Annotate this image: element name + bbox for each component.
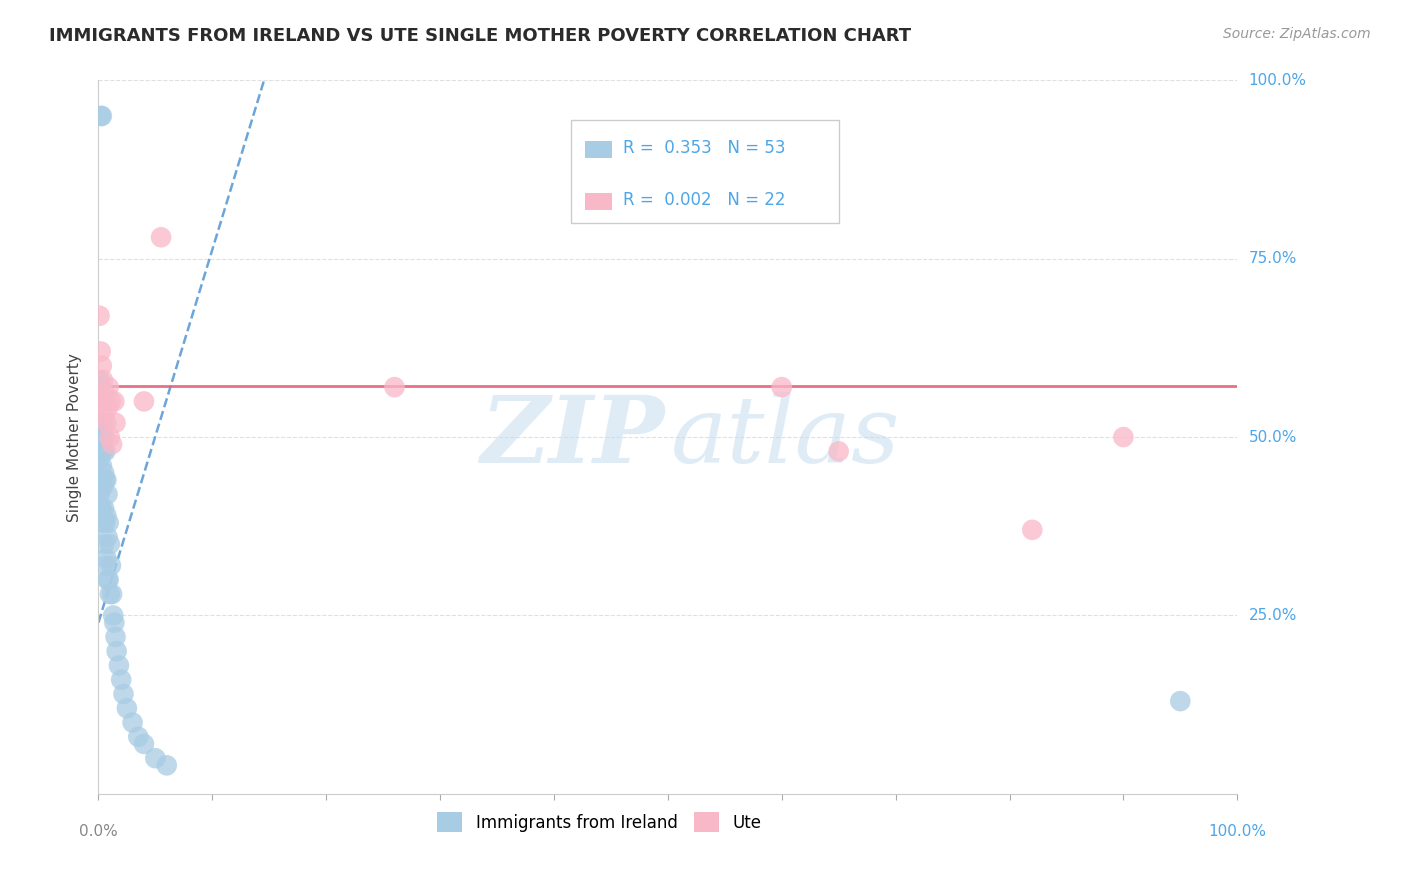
Point bbox=[1170, 694, 1192, 708]
Point bbox=[98, 430, 121, 444]
Point bbox=[103, 615, 125, 630]
Point bbox=[156, 758, 179, 772]
Text: 0.0%: 0.0% bbox=[79, 824, 118, 839]
Point bbox=[96, 573, 118, 587]
Text: 100.0%: 100.0% bbox=[1208, 824, 1267, 839]
Point bbox=[94, 473, 117, 487]
Point bbox=[103, 394, 125, 409]
Point bbox=[104, 416, 127, 430]
Point bbox=[98, 537, 121, 551]
Point bbox=[115, 701, 138, 715]
Point bbox=[97, 380, 120, 394]
Point bbox=[90, 380, 112, 394]
Point bbox=[1112, 430, 1135, 444]
Point bbox=[96, 487, 118, 501]
Point bbox=[96, 473, 118, 487]
FancyBboxPatch shape bbox=[585, 193, 612, 211]
Point bbox=[96, 508, 118, 523]
Point bbox=[94, 558, 117, 573]
Point bbox=[93, 466, 115, 480]
Text: 100.0%: 100.0% bbox=[1249, 73, 1306, 87]
Point bbox=[828, 444, 851, 458]
Point bbox=[89, 373, 111, 387]
Point bbox=[96, 401, 118, 416]
Point bbox=[90, 394, 112, 409]
Point bbox=[90, 473, 112, 487]
Y-axis label: Single Mother Poverty: Single Mother Poverty bbox=[67, 352, 83, 522]
Point bbox=[96, 551, 118, 566]
Point bbox=[90, 109, 112, 123]
Point bbox=[93, 409, 115, 423]
Point bbox=[108, 658, 131, 673]
Point bbox=[112, 687, 135, 701]
Point bbox=[91, 373, 114, 387]
Point bbox=[145, 751, 167, 765]
Point bbox=[90, 501, 112, 516]
Legend: Immigrants from Ireland, Ute: Immigrants from Ireland, Ute bbox=[430, 805, 768, 839]
FancyBboxPatch shape bbox=[585, 141, 612, 158]
Point bbox=[132, 394, 155, 409]
Point bbox=[98, 587, 121, 601]
Point bbox=[770, 380, 793, 394]
Point bbox=[90, 344, 112, 359]
Text: 50.0%: 50.0% bbox=[1249, 430, 1296, 444]
Point bbox=[1021, 523, 1043, 537]
Point bbox=[93, 430, 115, 444]
Point bbox=[90, 458, 112, 473]
Point bbox=[89, 309, 111, 323]
Point bbox=[101, 437, 124, 451]
Point bbox=[90, 394, 112, 409]
Point bbox=[90, 430, 112, 444]
Point bbox=[90, 444, 112, 458]
Point bbox=[96, 530, 118, 544]
Point bbox=[110, 673, 132, 687]
Point bbox=[132, 737, 155, 751]
Point bbox=[93, 501, 115, 516]
Point bbox=[90, 416, 112, 430]
Point bbox=[94, 516, 117, 530]
Point bbox=[97, 573, 120, 587]
Text: 75.0%: 75.0% bbox=[1249, 252, 1296, 266]
Point bbox=[101, 587, 124, 601]
Point bbox=[104, 630, 127, 644]
Text: ZIP: ZIP bbox=[481, 392, 665, 482]
Point bbox=[89, 451, 111, 466]
Text: Source: ZipAtlas.com: Source: ZipAtlas.com bbox=[1223, 27, 1371, 41]
Text: IMMIGRANTS FROM IRELAND VS UTE SINGLE MOTHER POVERTY CORRELATION CHART: IMMIGRANTS FROM IRELAND VS UTE SINGLE MO… bbox=[49, 27, 911, 45]
Text: R =  0.353   N = 53: R = 0.353 N = 53 bbox=[623, 139, 786, 157]
Point bbox=[150, 230, 173, 244]
Point bbox=[127, 730, 149, 744]
Point bbox=[89, 416, 111, 430]
Point bbox=[105, 644, 128, 658]
Point bbox=[90, 359, 112, 373]
Point bbox=[96, 416, 118, 430]
Point bbox=[94, 387, 117, 401]
Text: 25.0%: 25.0% bbox=[1249, 608, 1296, 623]
Point bbox=[121, 715, 143, 730]
Text: R =  0.002   N = 22: R = 0.002 N = 22 bbox=[623, 191, 786, 209]
Point bbox=[89, 487, 111, 501]
Point bbox=[93, 537, 115, 551]
Point bbox=[384, 380, 406, 394]
Point bbox=[91, 416, 114, 430]
Point bbox=[97, 516, 120, 530]
Point bbox=[94, 444, 117, 458]
Point bbox=[100, 558, 122, 573]
Point bbox=[91, 444, 114, 458]
Point bbox=[91, 480, 114, 494]
Point bbox=[91, 516, 114, 530]
Point bbox=[90, 501, 112, 516]
Point bbox=[100, 394, 122, 409]
Point bbox=[103, 608, 125, 623]
FancyBboxPatch shape bbox=[571, 120, 839, 223]
Point bbox=[90, 109, 112, 123]
Text: atlas: atlas bbox=[671, 392, 901, 482]
